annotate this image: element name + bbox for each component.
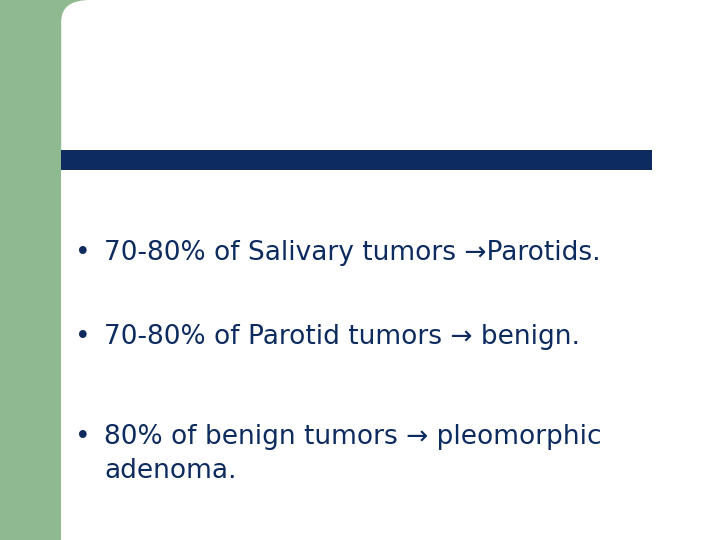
Text: •: • xyxy=(75,424,91,450)
Text: 70-80% of Salivary tumors →Parotids.: 70-80% of Salivary tumors →Parotids. xyxy=(104,240,601,266)
Text: •: • xyxy=(75,240,91,266)
Bar xyxy=(61,150,652,170)
Bar xyxy=(0,151,61,540)
Text: 80% of benign tumors → pleomorphic
adenoma.: 80% of benign tumors → pleomorphic adeno… xyxy=(104,424,602,484)
FancyBboxPatch shape xyxy=(61,0,695,216)
Text: •: • xyxy=(75,324,91,350)
Text: 70-80% of Parotid tumors → benign.: 70-80% of Parotid tumors → benign. xyxy=(104,324,580,350)
Bar xyxy=(0,0,166,151)
